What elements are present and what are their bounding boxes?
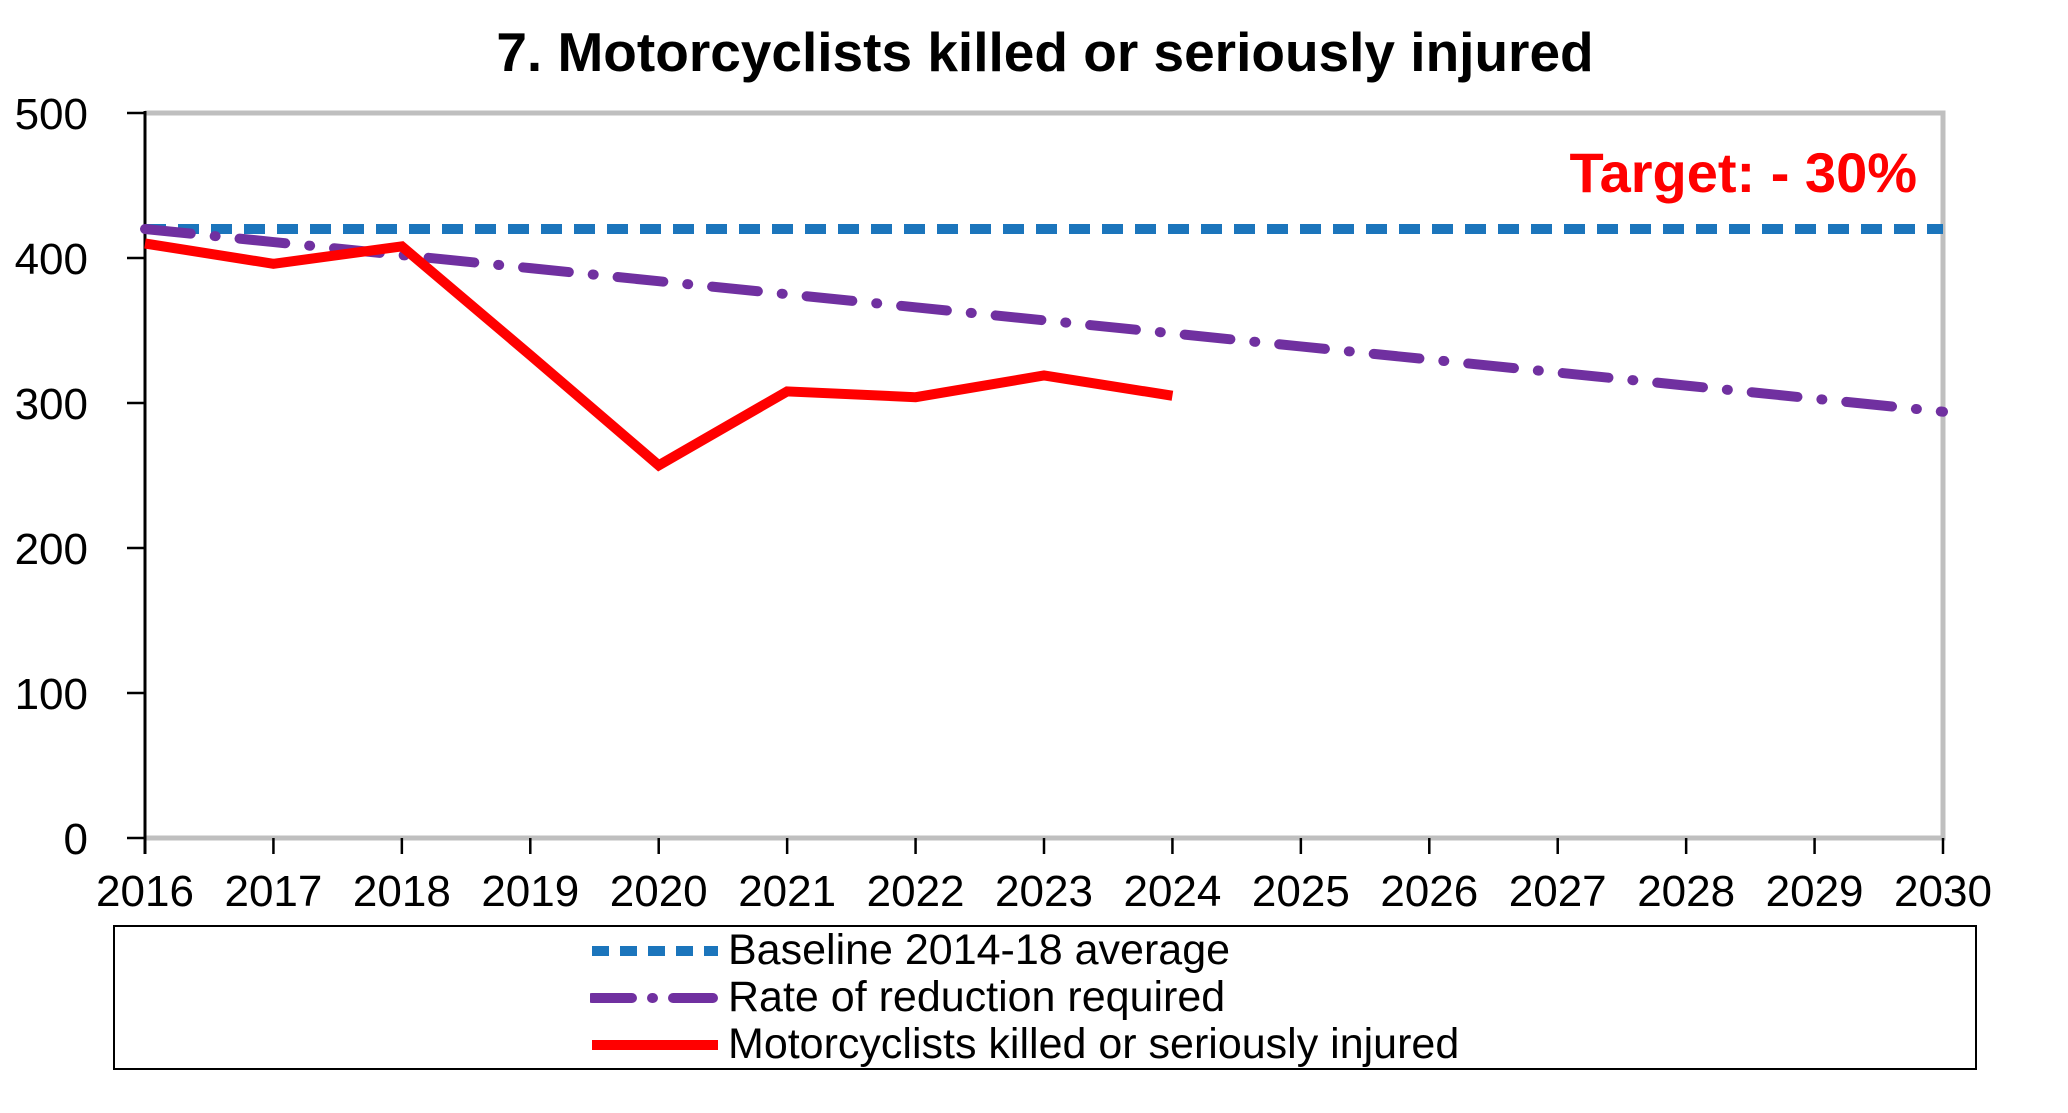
plot-area: 0 100 200 300 400 500 2016 2017 2018 2019 2020 2021…: [15, 90, 1992, 916]
x-axis-tick-label: 2027: [1509, 867, 1607, 916]
x-axis-tick-label: 2016: [96, 867, 194, 916]
legend-label: Motorcyclists killed or seriously injure…: [728, 1020, 1460, 1068]
x-axis-tick-label: 2024: [1123, 867, 1221, 916]
y-axis-tick-label: 200: [15, 525, 88, 574]
x-axis-tick-label: 2029: [1766, 867, 1864, 916]
x-axis-tick-label: 2022: [867, 867, 965, 916]
series-line-dashdot: [140, 224, 1948, 417]
y-axis-tick-label: 0: [64, 815, 88, 864]
ksi-line-swatch-icon: [592, 1039, 718, 1050]
baseline-line-swatch-icon: [592, 945, 718, 956]
legend-item: Rate of reduction required: [590, 974, 1975, 1021]
x-axis-tick-label: 2021: [738, 867, 836, 916]
legend-label: Rate of reduction required: [728, 973, 1226, 1021]
y-axis-tick-label: 100: [15, 670, 88, 719]
x-axis-tick-label: 2018: [353, 867, 451, 916]
x-axis-tick-label: 2028: [1637, 867, 1735, 916]
x-axis-tick-label: 2023: [995, 867, 1093, 916]
target-annotation: Target: - 30%: [1569, 141, 1917, 204]
legend-item: Motorcyclists killed or seriously injure…: [590, 1021, 1975, 1068]
legend-label: Baseline 2014-18 average: [728, 926, 1231, 974]
x-axis-tick-label: 2017: [224, 867, 322, 916]
series-line-solid: [144, 238, 1174, 472]
x-axis-tick-label: 2019: [481, 867, 579, 916]
reduction-line-swatch-icon: [590, 992, 720, 1003]
plot-border: [145, 110, 1946, 841]
y-axis-tick-label: 500: [15, 90, 88, 139]
x-axis-tick-label: 2026: [1380, 867, 1478, 916]
chart-title: 7. Motorcyclists killed or seriously inj…: [496, 21, 1594, 83]
legend-item: Baseline 2014-18 average: [590, 927, 1975, 974]
y-axis-tick-label: 300: [15, 380, 88, 429]
x-axis-tick-label: 2030: [1894, 867, 1992, 916]
x-axis-tick-label: 2020: [610, 867, 708, 916]
legend: Baseline 2014-18 average Rate of reducti…: [113, 925, 1977, 1070]
x-axis-tick-label: 2025: [1252, 867, 1350, 916]
y-axis-tick-label: 400: [15, 235, 88, 284]
